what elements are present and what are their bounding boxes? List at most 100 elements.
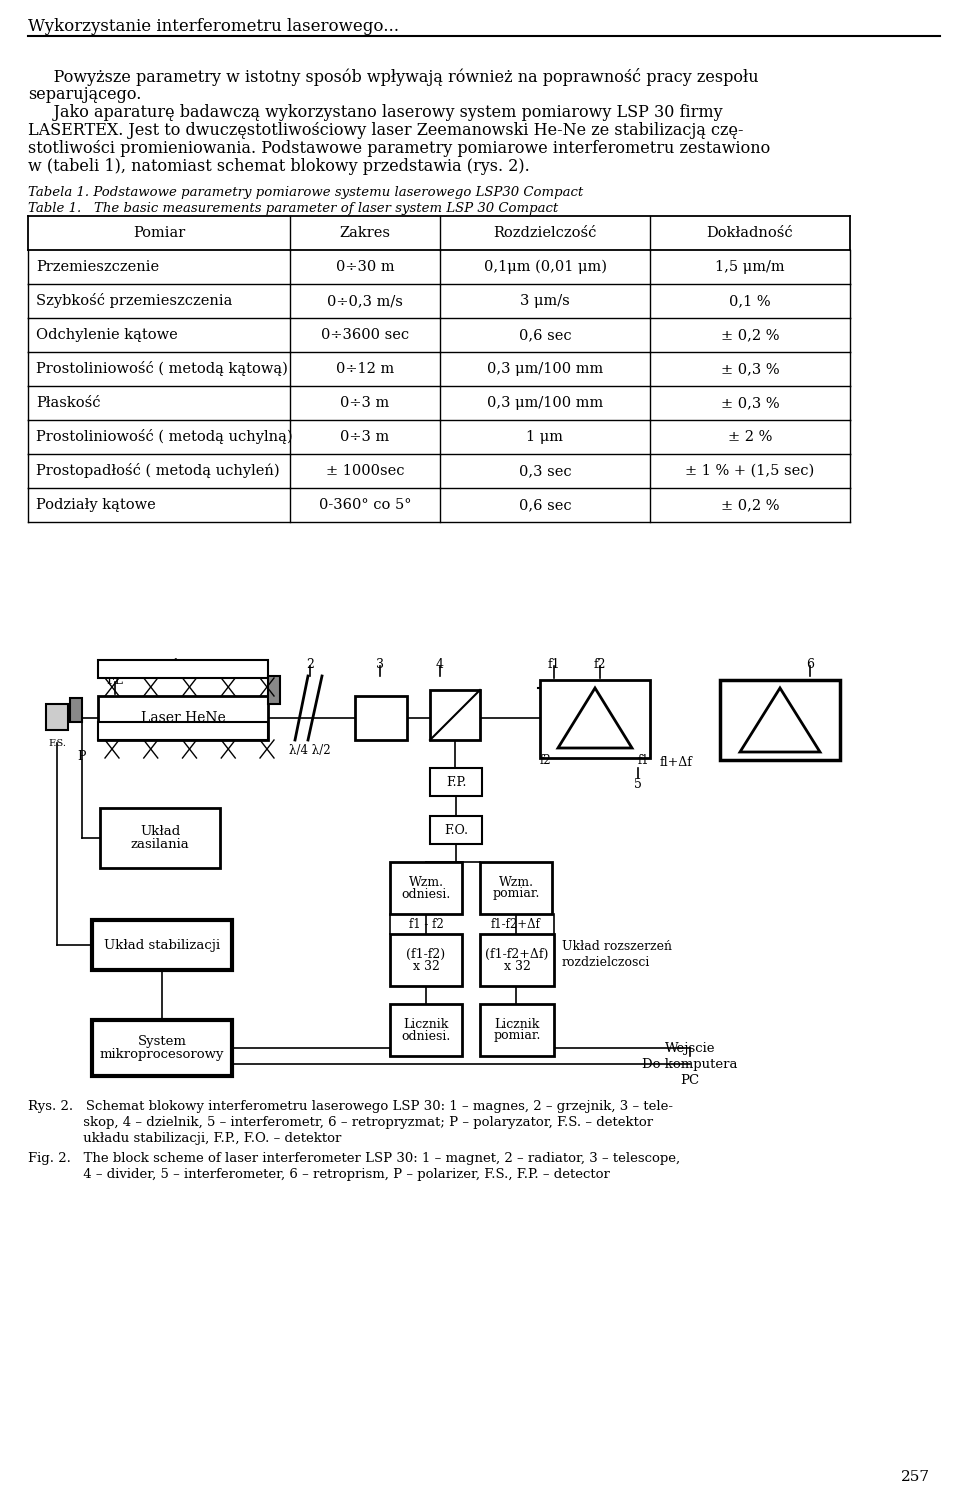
Text: 1,5 μm/m: 1,5 μm/m xyxy=(715,260,785,274)
Text: 0,3 μm/100 mm: 0,3 μm/100 mm xyxy=(487,396,603,411)
Text: 3: 3 xyxy=(376,659,384,671)
Text: Tabela 1. Podstawowe parametry pomiarowe systemu laserowego LSP30 Compact: Tabela 1. Podstawowe parametry pomiarowe… xyxy=(28,186,584,199)
Text: Układ: Układ xyxy=(140,826,180,838)
Text: 0-360° co 5°: 0-360° co 5° xyxy=(319,498,411,511)
Text: 3 μm/s: 3 μm/s xyxy=(520,293,570,308)
Text: mikroprocesorowy: mikroprocesorowy xyxy=(100,1048,225,1060)
Text: x 32: x 32 xyxy=(413,960,440,973)
Text: 0,1 %: 0,1 % xyxy=(730,293,771,308)
Text: 0÷12 m: 0÷12 m xyxy=(336,362,395,376)
Bar xyxy=(540,680,650,758)
Text: 0,6 sec: 0,6 sec xyxy=(518,498,571,511)
Bar xyxy=(430,817,482,844)
Text: FL: FL xyxy=(107,674,124,687)
Text: P: P xyxy=(78,750,86,763)
Text: Jako aparaturę badawczą wykorzystano laserowy system pomiarowy LSP 30 firmy: Jako aparaturę badawczą wykorzystano las… xyxy=(28,104,723,120)
Text: stotliwości promieniowania. Podstawowe parametry pomiarowe interferometru zestaw: stotliwości promieniowania. Podstawowe p… xyxy=(28,140,770,156)
Text: PC: PC xyxy=(681,1074,700,1087)
Text: Powyższe parametry w istotny sposób wpływają również na poprawność pracy zespołu: Powyższe parametry w istotny sposób wpły… xyxy=(28,68,758,86)
Text: Prostoliniowość ( metodą uchylną): Prostoliniowość ( metodą uchylną) xyxy=(36,430,293,445)
Text: 257: 257 xyxy=(901,1469,930,1484)
Text: 0÷3600 sec: 0÷3600 sec xyxy=(321,328,409,341)
Text: pomiar.: pomiar. xyxy=(493,1030,540,1042)
Text: x 32: x 32 xyxy=(504,960,531,973)
Text: 0,1μm (0,01 μm): 0,1μm (0,01 μm) xyxy=(484,260,607,274)
Text: Płaskość: Płaskość xyxy=(36,396,101,411)
Text: ± 2 %: ± 2 % xyxy=(728,430,772,444)
Text: 1: 1 xyxy=(171,659,179,671)
Bar xyxy=(720,680,840,760)
Text: Prostoliniowość ( metodą kątową): Prostoliniowość ( metodą kątową) xyxy=(36,361,288,376)
Text: układu stabilizacji, F.P., F.O. – detektor: układu stabilizacji, F.P., F.O. – detekt… xyxy=(28,1133,342,1145)
Text: 0,3 sec: 0,3 sec xyxy=(518,465,571,478)
Text: 0÷30 m: 0÷30 m xyxy=(336,260,395,274)
Text: Laser HeNe: Laser HeNe xyxy=(140,711,226,725)
Text: zasilania: zasilania xyxy=(131,838,189,851)
Text: Licznik: Licznik xyxy=(403,1018,448,1030)
Text: ± 0,3 %: ± 0,3 % xyxy=(721,396,780,411)
Text: F.O.: F.O. xyxy=(444,824,468,836)
Text: 0,3 μm/100 mm: 0,3 μm/100 mm xyxy=(487,362,603,376)
Text: 0÷3 m: 0÷3 m xyxy=(341,396,390,411)
Text: 6: 6 xyxy=(806,659,814,671)
Text: Wejscie: Wejscie xyxy=(664,1042,715,1054)
Text: odniesi.: odniesi. xyxy=(401,887,450,901)
Text: 4 – divider, 5 – interferometer, 6 – retroprism, P – polarizer, F.S., F.P. – det: 4 – divider, 5 – interferometer, 6 – ret… xyxy=(28,1169,610,1181)
Text: Do komputera: Do komputera xyxy=(642,1057,737,1071)
Text: Odchylenie kątowe: Odchylenie kątowe xyxy=(36,328,178,341)
Text: (f1-f2): (f1-f2) xyxy=(406,948,445,961)
Bar xyxy=(92,1020,232,1075)
Text: 2: 2 xyxy=(306,659,314,671)
Bar xyxy=(70,698,82,722)
Bar xyxy=(480,862,552,914)
Text: f1: f1 xyxy=(637,754,649,767)
Text: ± 1000sec: ± 1000sec xyxy=(325,465,404,478)
Text: separującego.: separującego. xyxy=(28,86,141,102)
Text: Układ rozszerzeń: Układ rozszerzeń xyxy=(562,940,672,954)
Text: ± 0,3 %: ± 0,3 % xyxy=(721,362,780,376)
Text: ± 0,2 %: ± 0,2 % xyxy=(721,498,780,511)
Text: ± 1 % + (1,5 sec): ± 1 % + (1,5 sec) xyxy=(685,465,815,478)
Bar xyxy=(92,920,232,970)
Bar xyxy=(98,722,268,740)
Bar xyxy=(390,862,462,914)
Text: Rys. 2.   Schemat blokowy interferometru laserowego LSP 30: 1 – magnes, 2 – grze: Rys. 2. Schemat blokowy interferometru l… xyxy=(28,1099,673,1113)
Text: Wykorzystanie interferometru laserowego...: Wykorzystanie interferometru laserowego.… xyxy=(28,18,399,35)
Bar xyxy=(98,696,268,740)
Bar xyxy=(100,808,220,868)
Text: Zakres: Zakres xyxy=(340,226,391,241)
Text: λ/4 λ/2: λ/4 λ/2 xyxy=(289,744,331,757)
Text: Wzm.: Wzm. xyxy=(409,875,444,889)
Text: f2: f2 xyxy=(540,754,551,767)
Text: Pomiar: Pomiar xyxy=(132,226,185,241)
Text: (f1-f2+Δf): (f1-f2+Δf) xyxy=(486,948,549,961)
Text: Dokładność: Dokładność xyxy=(707,226,793,241)
Text: f1 - f2: f1 - f2 xyxy=(409,917,444,931)
Text: Przemieszczenie: Przemieszczenie xyxy=(36,260,159,274)
Text: Układ stabilizacji: Układ stabilizacji xyxy=(104,938,220,952)
Text: f1-f2+Δf: f1-f2+Δf xyxy=(492,917,540,931)
Bar xyxy=(46,704,68,729)
Text: Prostopadłość ( metodą uchyleń): Prostopadłość ( metodą uchyleń) xyxy=(36,463,279,478)
Bar xyxy=(430,769,482,796)
Bar xyxy=(480,934,554,987)
Text: 0÷0,3 m/s: 0÷0,3 m/s xyxy=(327,293,403,308)
Bar xyxy=(480,1005,554,1056)
Text: Wzm.: Wzm. xyxy=(498,875,534,889)
Text: F.P.: F.P. xyxy=(445,776,467,788)
Bar xyxy=(430,690,480,740)
Text: 5: 5 xyxy=(634,778,642,791)
Text: Szybkość przemieszczenia: Szybkość przemieszczenia xyxy=(36,293,232,308)
Text: ± 0,2 %: ± 0,2 % xyxy=(721,328,780,341)
Text: rozdzielczosci: rozdzielczosci xyxy=(562,957,650,969)
Text: LASERTEX. Jest to dwuczęstotliwościowy laser Zeemanowski He-Ne ze stabilizacją c: LASERTEX. Jest to dwuczęstotliwościowy l… xyxy=(28,122,743,138)
Text: Table 1.   The basic measurements parameter of laser system LSP 30 Compact: Table 1. The basic measurements paramete… xyxy=(28,202,559,215)
Text: Licznik: Licznik xyxy=(494,1018,540,1030)
Bar xyxy=(390,1005,462,1056)
Text: 0÷3 m: 0÷3 m xyxy=(341,430,390,444)
Text: 4: 4 xyxy=(436,659,444,671)
Text: pomiar.: pomiar. xyxy=(492,887,540,901)
Bar xyxy=(98,660,268,678)
Bar xyxy=(390,934,462,987)
Text: Rozdzielczość: Rozdzielczość xyxy=(493,226,597,241)
